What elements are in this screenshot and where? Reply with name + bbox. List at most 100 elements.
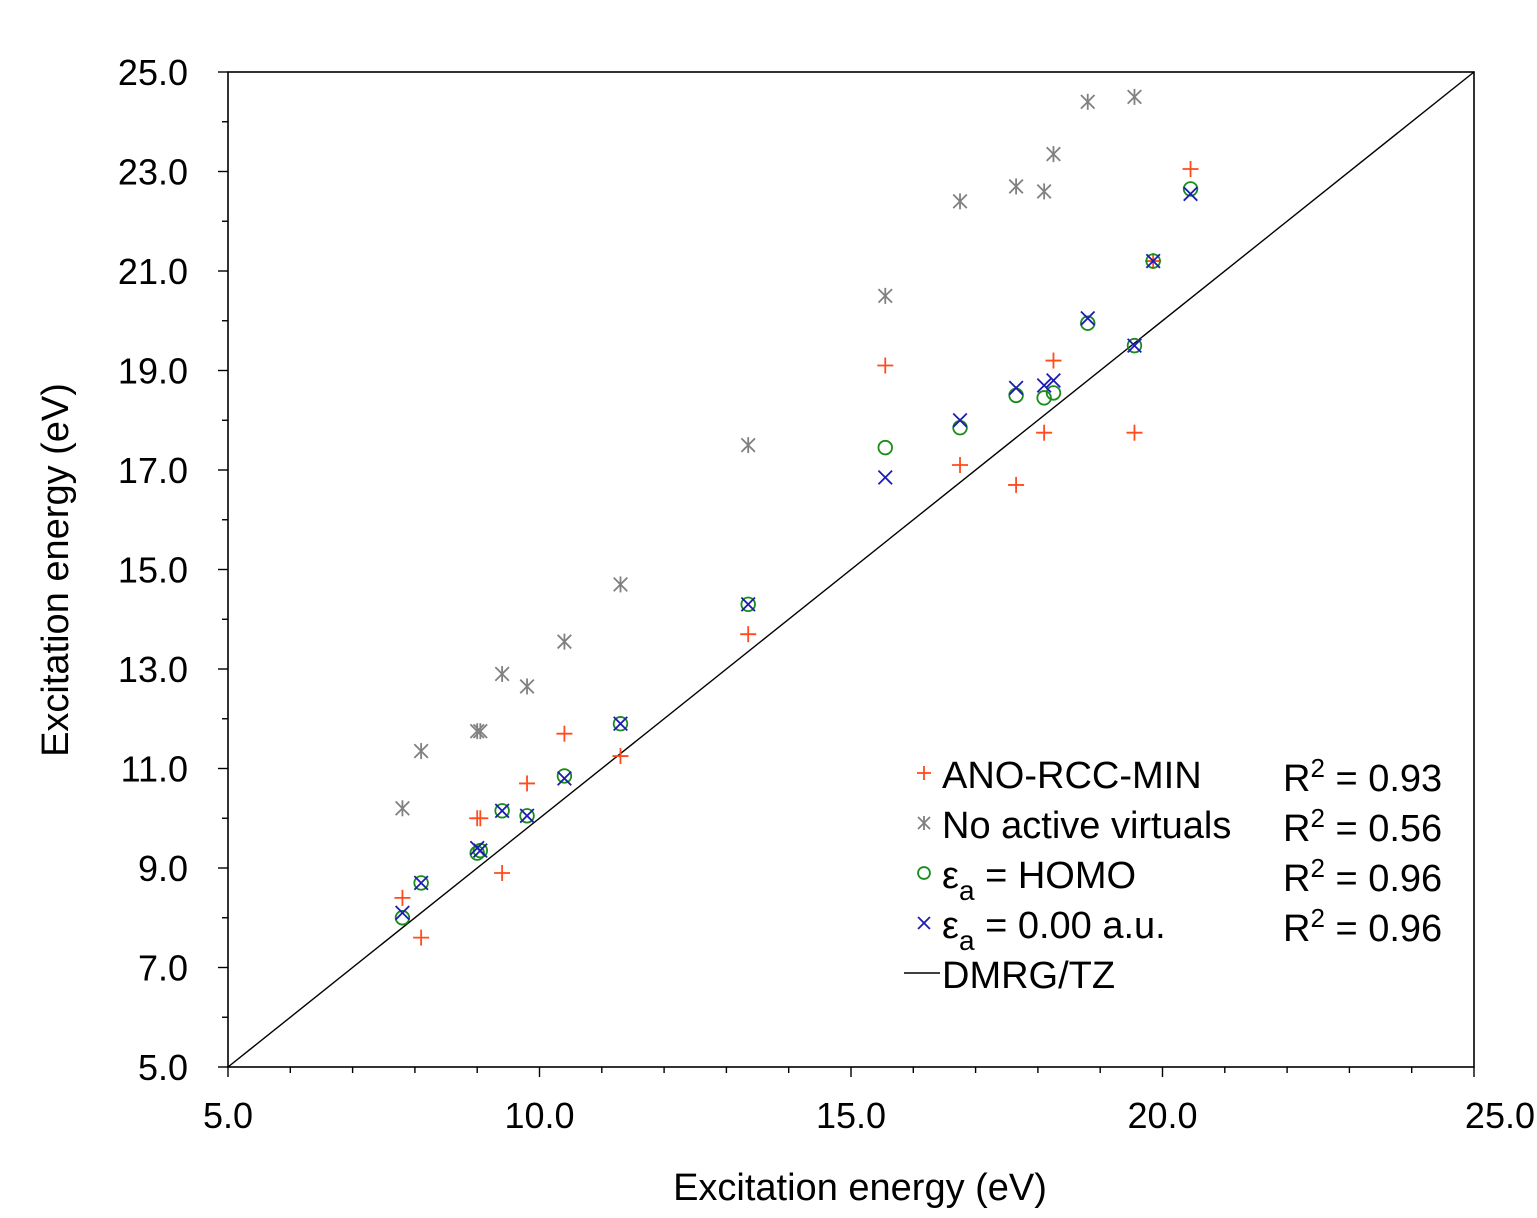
x-tick-label: 5.0	[203, 1095, 253, 1136]
data-point-series1-12	[1036, 183, 1052, 200]
data-point-series3-4	[494, 803, 510, 819]
x-tick-label: 25.0	[1465, 1095, 1535, 1136]
data-point-series2-13	[1045, 385, 1062, 401]
data-point-series1-2	[469, 723, 485, 740]
y-tick-label: 17.0	[118, 450, 188, 491]
data-point-series3-14	[1080, 310, 1096, 326]
y-tick-label: 11.0	[121, 749, 188, 790]
data-point-series1-8	[740, 437, 756, 454]
legend-r2-1: R2 = 0.56	[1283, 803, 1442, 850]
legend-r2-2: R2 = 0.96	[1283, 853, 1442, 900]
data-point-series0-7	[612, 748, 629, 765]
data-point-series0-9	[877, 357, 894, 374]
y-tick-label: 21.0	[118, 251, 188, 292]
data-point-series2-17	[1182, 181, 1199, 197]
y-tick-label: 25.0	[118, 52, 188, 93]
data-point-series1-6	[556, 633, 572, 650]
legend-label-0: ANO-RCC-MIN	[942, 755, 1202, 797]
data-point-series2-10	[952, 420, 968, 436]
data-point-series3-0	[395, 905, 410, 921]
data-point-series0-8	[740, 626, 757, 643]
data-point-series1-0	[395, 800, 410, 817]
reference-line-dmrg-tz	[227, 71, 1475, 1068]
data-point-series3-6	[556, 771, 572, 786]
data-point-series0-13	[1045, 352, 1062, 369]
data-point-series1-11	[1008, 178, 1024, 195]
data-point-series1-9	[877, 287, 893, 304]
data-point-series0-10	[952, 457, 969, 474]
data-point-series2-9	[877, 439, 893, 456]
legend-entry-0: ANO-RCC-MIN R2 = 0.93	[917, 753, 1442, 800]
data-point-series3-16	[1145, 253, 1161, 269]
data-point-series2-4	[494, 803, 510, 819]
legend-label-1: No active virtuals	[942, 805, 1231, 847]
data-point-series2-6	[556, 768, 573, 784]
data-point-series0-11	[1008, 476, 1025, 493]
data-point-series0-12	[1036, 424, 1053, 441]
data-point-series3-1	[413, 875, 429, 891]
data-point-series0-3	[472, 810, 489, 827]
data-point-series1-3	[472, 723, 488, 740]
data-points-layer	[394, 88, 1199, 946]
data-point-series2-1	[413, 875, 429, 891]
data-point-series2-11	[1008, 387, 1024, 404]
data-point-series0-5	[519, 775, 536, 792]
legend-label-4: DMRG/TZ	[942, 955, 1115, 997]
y-tick-label: 7.0	[138, 948, 188, 989]
data-point-series1-14	[1080, 93, 1096, 110]
data-point-series3-7	[613, 716, 628, 732]
y-tick-label: 13.0	[118, 649, 188, 690]
data-point-series2-0	[394, 910, 411, 926]
data-point-series1-7	[613, 576, 628, 593]
x-tick-label: 10.0	[504, 1095, 574, 1136]
data-point-series0-1	[413, 929, 430, 946]
data-point-series0-16	[1182, 161, 1199, 178]
data-point-series1-13	[1046, 146, 1061, 163]
data-point-series3-5	[519, 808, 535, 824]
data-point-series2-8	[740, 596, 756, 613]
data-point-series2-7	[612, 716, 629, 732]
legend-r2-3: R2 = 0.96	[1283, 903, 1442, 950]
data-point-series0-6	[556, 725, 573, 742]
data-point-series3-17	[1183, 186, 1198, 202]
data-point-series2-14	[1080, 315, 1096, 331]
data-point-series1-10	[952, 193, 968, 210]
x-axis-title: Excitation energy (eV)	[673, 1167, 1047, 1209]
data-point-series3-8	[740, 596, 756, 612]
x-tick-label: 20.0	[1127, 1095, 1197, 1136]
data-point-series3-12	[1036, 377, 1052, 393]
data-point-series1-5	[519, 678, 535, 695]
legend-entry-2: εa = HOMO R2 = 0.96	[917, 853, 1442, 906]
tick-labels-layer: 5.0 10.0 15.0 20.0 25.0 5.0 7.0 9.0 11.0 13.0 15.0…	[118, 52, 1535, 1136]
data-point-series0-0	[394, 889, 411, 906]
y-tick-label: 23.0	[118, 152, 188, 193]
data-point-series3-15	[1127, 338, 1142, 354]
data-point-series3-11	[1008, 380, 1024, 396]
data-point-series2-5	[519, 808, 535, 824]
y-tick-label: 15.0	[118, 550, 188, 591]
legend-entry-1: No active virtuals R2 = 0.56	[917, 803, 1442, 850]
x-tick-label: 15.0	[816, 1095, 886, 1136]
data-point-series0-14	[1126, 424, 1143, 441]
data-point-series1-4	[494, 665, 510, 682]
data-point-series0-4	[494, 864, 511, 881]
legend-r2-0: R2 = 0.93	[1283, 753, 1442, 800]
data-point-series3-13	[1046, 373, 1061, 388]
legend: ANO-RCC-MIN R2 = 0.93 No active virtuals R2…	[904, 753, 1442, 997]
y-axis-title: Excitation energy (eV)	[35, 383, 77, 757]
legend-entry-3: εa = 0.00 a.u. R2 = 0.96	[917, 903, 1442, 956]
data-point-series3-3	[472, 843, 488, 859]
reference-line-layer	[227, 71, 1475, 1068]
data-point-series1-1	[413, 743, 429, 760]
data-point-series3-10	[952, 412, 968, 428]
y-tick-label: 19.0	[118, 351, 188, 392]
data-point-series1-15	[1127, 88, 1142, 105]
y-tick-label: 9.0	[138, 848, 188, 889]
data-point-series2-15	[1126, 337, 1143, 354]
legend-entry-4: DMRG/TZ	[904, 955, 1115, 997]
data-point-series2-12	[1036, 390, 1052, 406]
legend-label-3: εa = 0.00 a.u.	[942, 905, 1166, 956]
y-tick-label: 5.0	[138, 1047, 188, 1088]
data-point-series3-9	[877, 470, 893, 485]
